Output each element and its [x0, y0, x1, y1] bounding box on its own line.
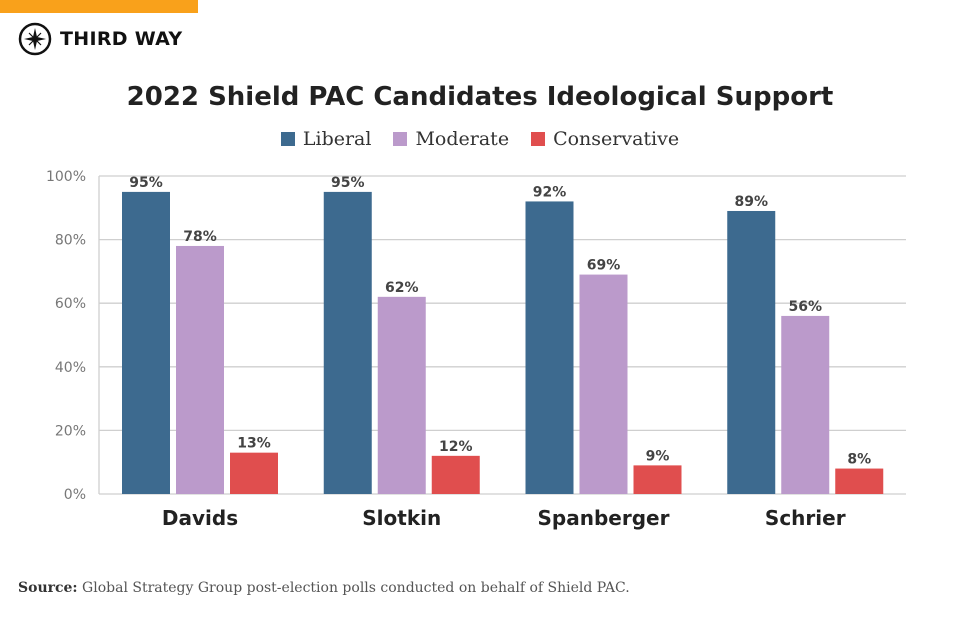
- bar-conservative-slotkin: [431, 455, 480, 494]
- y-tick-label: 20%: [55, 423, 86, 439]
- source-note: Source: Global Strategy Group post-elect…: [18, 580, 630, 596]
- legend-swatch: [531, 132, 546, 146]
- brand-name: THIRD WAY: [60, 28, 183, 50]
- y-tick-label: 0%: [64, 487, 86, 503]
- x-category-label: Davids: [162, 506, 238, 530]
- legend-item-liberal: Liberal: [280, 128, 372, 150]
- data-label: 95%: [129, 175, 163, 191]
- source-label: Source:: [18, 580, 78, 596]
- legend-item-moderate: Moderate: [393, 128, 509, 150]
- data-label: 13%: [237, 436, 271, 452]
- plot-area: 0% 20% 40% 60% 80% 100% 95% 78% 13% Davids 95% 62% 1…: [46, 169, 906, 530]
- bar-liberal-spanberger: [525, 201, 574, 494]
- legend-label: Moderate: [415, 128, 510, 150]
- legend-swatch: [393, 132, 408, 146]
- bar-conservative-spanberger: [633, 465, 682, 494]
- x-category-label: Schrier: [765, 506, 846, 530]
- y-tick-label: 60%: [55, 296, 86, 312]
- x-category-label: Slotkin: [362, 506, 441, 530]
- data-label: 95%: [331, 175, 365, 191]
- legend: Liberal Moderate Conservative: [0, 128, 960, 150]
- legend-label: Conservative: [553, 128, 680, 150]
- bar-conservative-davids: [230, 452, 278, 494]
- legend-swatch: [280, 132, 295, 146]
- bar-liberal-slotkin: [323, 191, 372, 494]
- data-label: 9%: [646, 448, 670, 464]
- legend-label: Liberal: [302, 128, 372, 150]
- data-label: 62%: [385, 280, 419, 296]
- chart-title: 2022 Shield PAC Candidates Ideological S…: [126, 82, 834, 112]
- data-label: 92%: [533, 184, 567, 200]
- bar-moderate-slotkin: [377, 296, 426, 494]
- x-category-label: Spanberger: [538, 506, 670, 530]
- y-tick-label: 100%: [46, 169, 86, 185]
- data-label: 56%: [788, 299, 822, 315]
- legend-item-conservative: Conservative: [531, 128, 679, 150]
- source-text: Global Strategy Group post-election poll…: [77, 580, 630, 596]
- data-label: 69%: [587, 258, 621, 274]
- y-tick-label: 80%: [55, 233, 86, 249]
- data-label: 8%: [847, 452, 871, 468]
- third-way-logo: THIRD WAY: [18, 22, 182, 56]
- data-label: 12%: [439, 439, 473, 455]
- bar-liberal-schrier: [727, 210, 776, 495]
- data-label: 89%: [734, 194, 768, 210]
- bar-conservative-schrier: [835, 468, 884, 494]
- data-label: 78%: [183, 229, 217, 245]
- compass-icon: [18, 22, 52, 56]
- bar-liberal-davids: [122, 191, 170, 494]
- bar-moderate-spanberger: [579, 274, 628, 494]
- bar-moderate-schrier: [781, 315, 830, 494]
- accent-bar: [0, 0, 198, 13]
- y-tick-label: 40%: [55, 360, 86, 376]
- bar-moderate-davids: [176, 245, 224, 494]
